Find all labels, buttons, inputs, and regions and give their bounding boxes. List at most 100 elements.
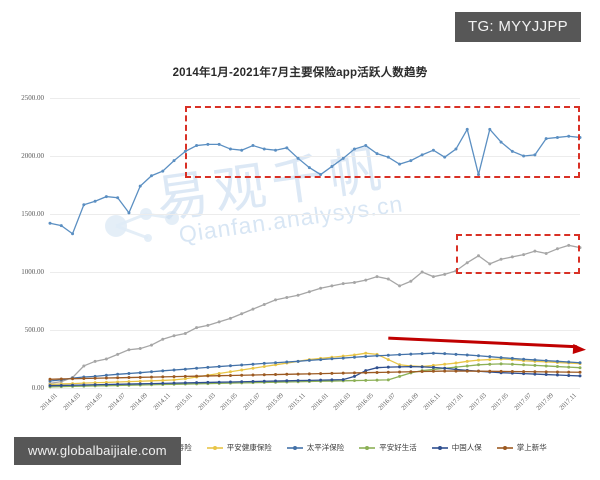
legend-item[interactable]: 平安好生活 — [358, 442, 417, 453]
series-point — [296, 156, 300, 160]
y-axis-tick-label: 2000.00 — [21, 152, 44, 160]
series-point — [499, 369, 503, 373]
series-point — [375, 275, 379, 279]
x-axis-tick-label: 2017.03 — [467, 392, 488, 412]
grid-line — [50, 272, 580, 273]
series-point — [431, 148, 435, 152]
y-axis-tick-label: 1000.00 — [21, 268, 44, 276]
series-point — [240, 373, 244, 377]
legend-item[interactable]: 掌上新华 — [496, 442, 547, 453]
annotation-box-top — [185, 106, 580, 179]
series-point — [296, 293, 300, 297]
series-point — [240, 380, 244, 384]
series-point — [465, 369, 469, 373]
series-point — [307, 378, 311, 382]
series-point — [386, 155, 390, 159]
series-point — [149, 343, 153, 347]
series-point — [375, 354, 379, 358]
series-point — [319, 372, 323, 376]
site-watermark-badge: www.globalbaijiale.com — [14, 437, 181, 465]
x-axis-tick-label: 2017.01 — [445, 392, 465, 412]
series-point — [172, 368, 176, 372]
series-point — [93, 359, 97, 363]
arrow-head — [572, 343, 586, 354]
series-point — [307, 166, 311, 170]
series-point — [488, 369, 492, 373]
series-point — [262, 365, 266, 369]
series-point — [465, 127, 469, 131]
series-point — [262, 373, 266, 377]
series-point — [352, 371, 356, 375]
series-point — [195, 366, 199, 370]
series-point — [341, 156, 345, 160]
series-point — [319, 173, 323, 177]
series-point — [274, 373, 278, 377]
y-axis-tick-label: 0.00 — [31, 384, 44, 392]
series-point — [567, 360, 571, 364]
series-point — [544, 137, 548, 141]
series-point — [488, 362, 492, 366]
series-point — [138, 371, 142, 375]
series-point — [149, 375, 153, 379]
series-point — [319, 358, 323, 362]
series-point — [533, 249, 537, 253]
series-point — [206, 365, 210, 369]
series-point — [149, 370, 153, 374]
series-point — [71, 377, 75, 381]
series-point — [420, 370, 424, 374]
x-axis-tick-label: 2014.03 — [61, 392, 82, 412]
series-point — [127, 372, 131, 375]
series-point — [567, 365, 571, 369]
series-point — [116, 380, 120, 384]
series-point — [330, 371, 334, 375]
legend-item[interactable]: 中国人保 — [431, 442, 482, 453]
series-point — [59, 377, 63, 381]
series-point — [274, 363, 278, 367]
series-point — [93, 376, 97, 380]
series-point — [251, 366, 255, 370]
series-point — [285, 379, 289, 383]
series-point — [217, 380, 221, 384]
series-point — [93, 383, 97, 387]
series-point — [522, 357, 526, 361]
x-axis-tick-label: 2016.09 — [399, 392, 420, 412]
series-point — [555, 247, 559, 251]
legend-item[interactable]: 太平洋保险 — [286, 442, 344, 453]
series-point — [161, 381, 165, 385]
series-point — [104, 383, 108, 387]
series-point — [443, 155, 447, 159]
series-point — [364, 278, 368, 282]
series-point — [116, 372, 120, 376]
series-point — [567, 243, 571, 247]
series-point — [578, 370, 582, 374]
series-point — [465, 364, 469, 368]
series-point — [138, 379, 142, 383]
series-point — [341, 371, 345, 375]
series-point — [149, 379, 153, 383]
legend-label: 平安好生活 — [379, 443, 417, 452]
series-point — [274, 148, 278, 152]
series-point — [522, 370, 526, 374]
series-point — [443, 369, 447, 373]
series-point — [533, 372, 537, 376]
series-point — [251, 144, 255, 148]
series-line — [49, 370, 581, 380]
series-point — [240, 148, 244, 152]
series-point — [555, 373, 559, 377]
series-point — [420, 153, 424, 157]
legend-item[interactable]: 平安健康保险 — [206, 442, 272, 453]
series-point — [183, 331, 187, 335]
series-point — [195, 326, 199, 330]
series-point — [319, 378, 323, 382]
series-point — [104, 376, 108, 380]
series-point — [578, 366, 582, 370]
series-point — [296, 359, 300, 363]
series-point — [172, 334, 176, 338]
grid-line — [50, 330, 580, 331]
series-point — [285, 296, 289, 300]
series-point — [533, 370, 537, 374]
series-point — [127, 376, 131, 380]
series-point — [195, 374, 199, 378]
series-point — [330, 284, 334, 288]
series-point — [138, 347, 142, 351]
